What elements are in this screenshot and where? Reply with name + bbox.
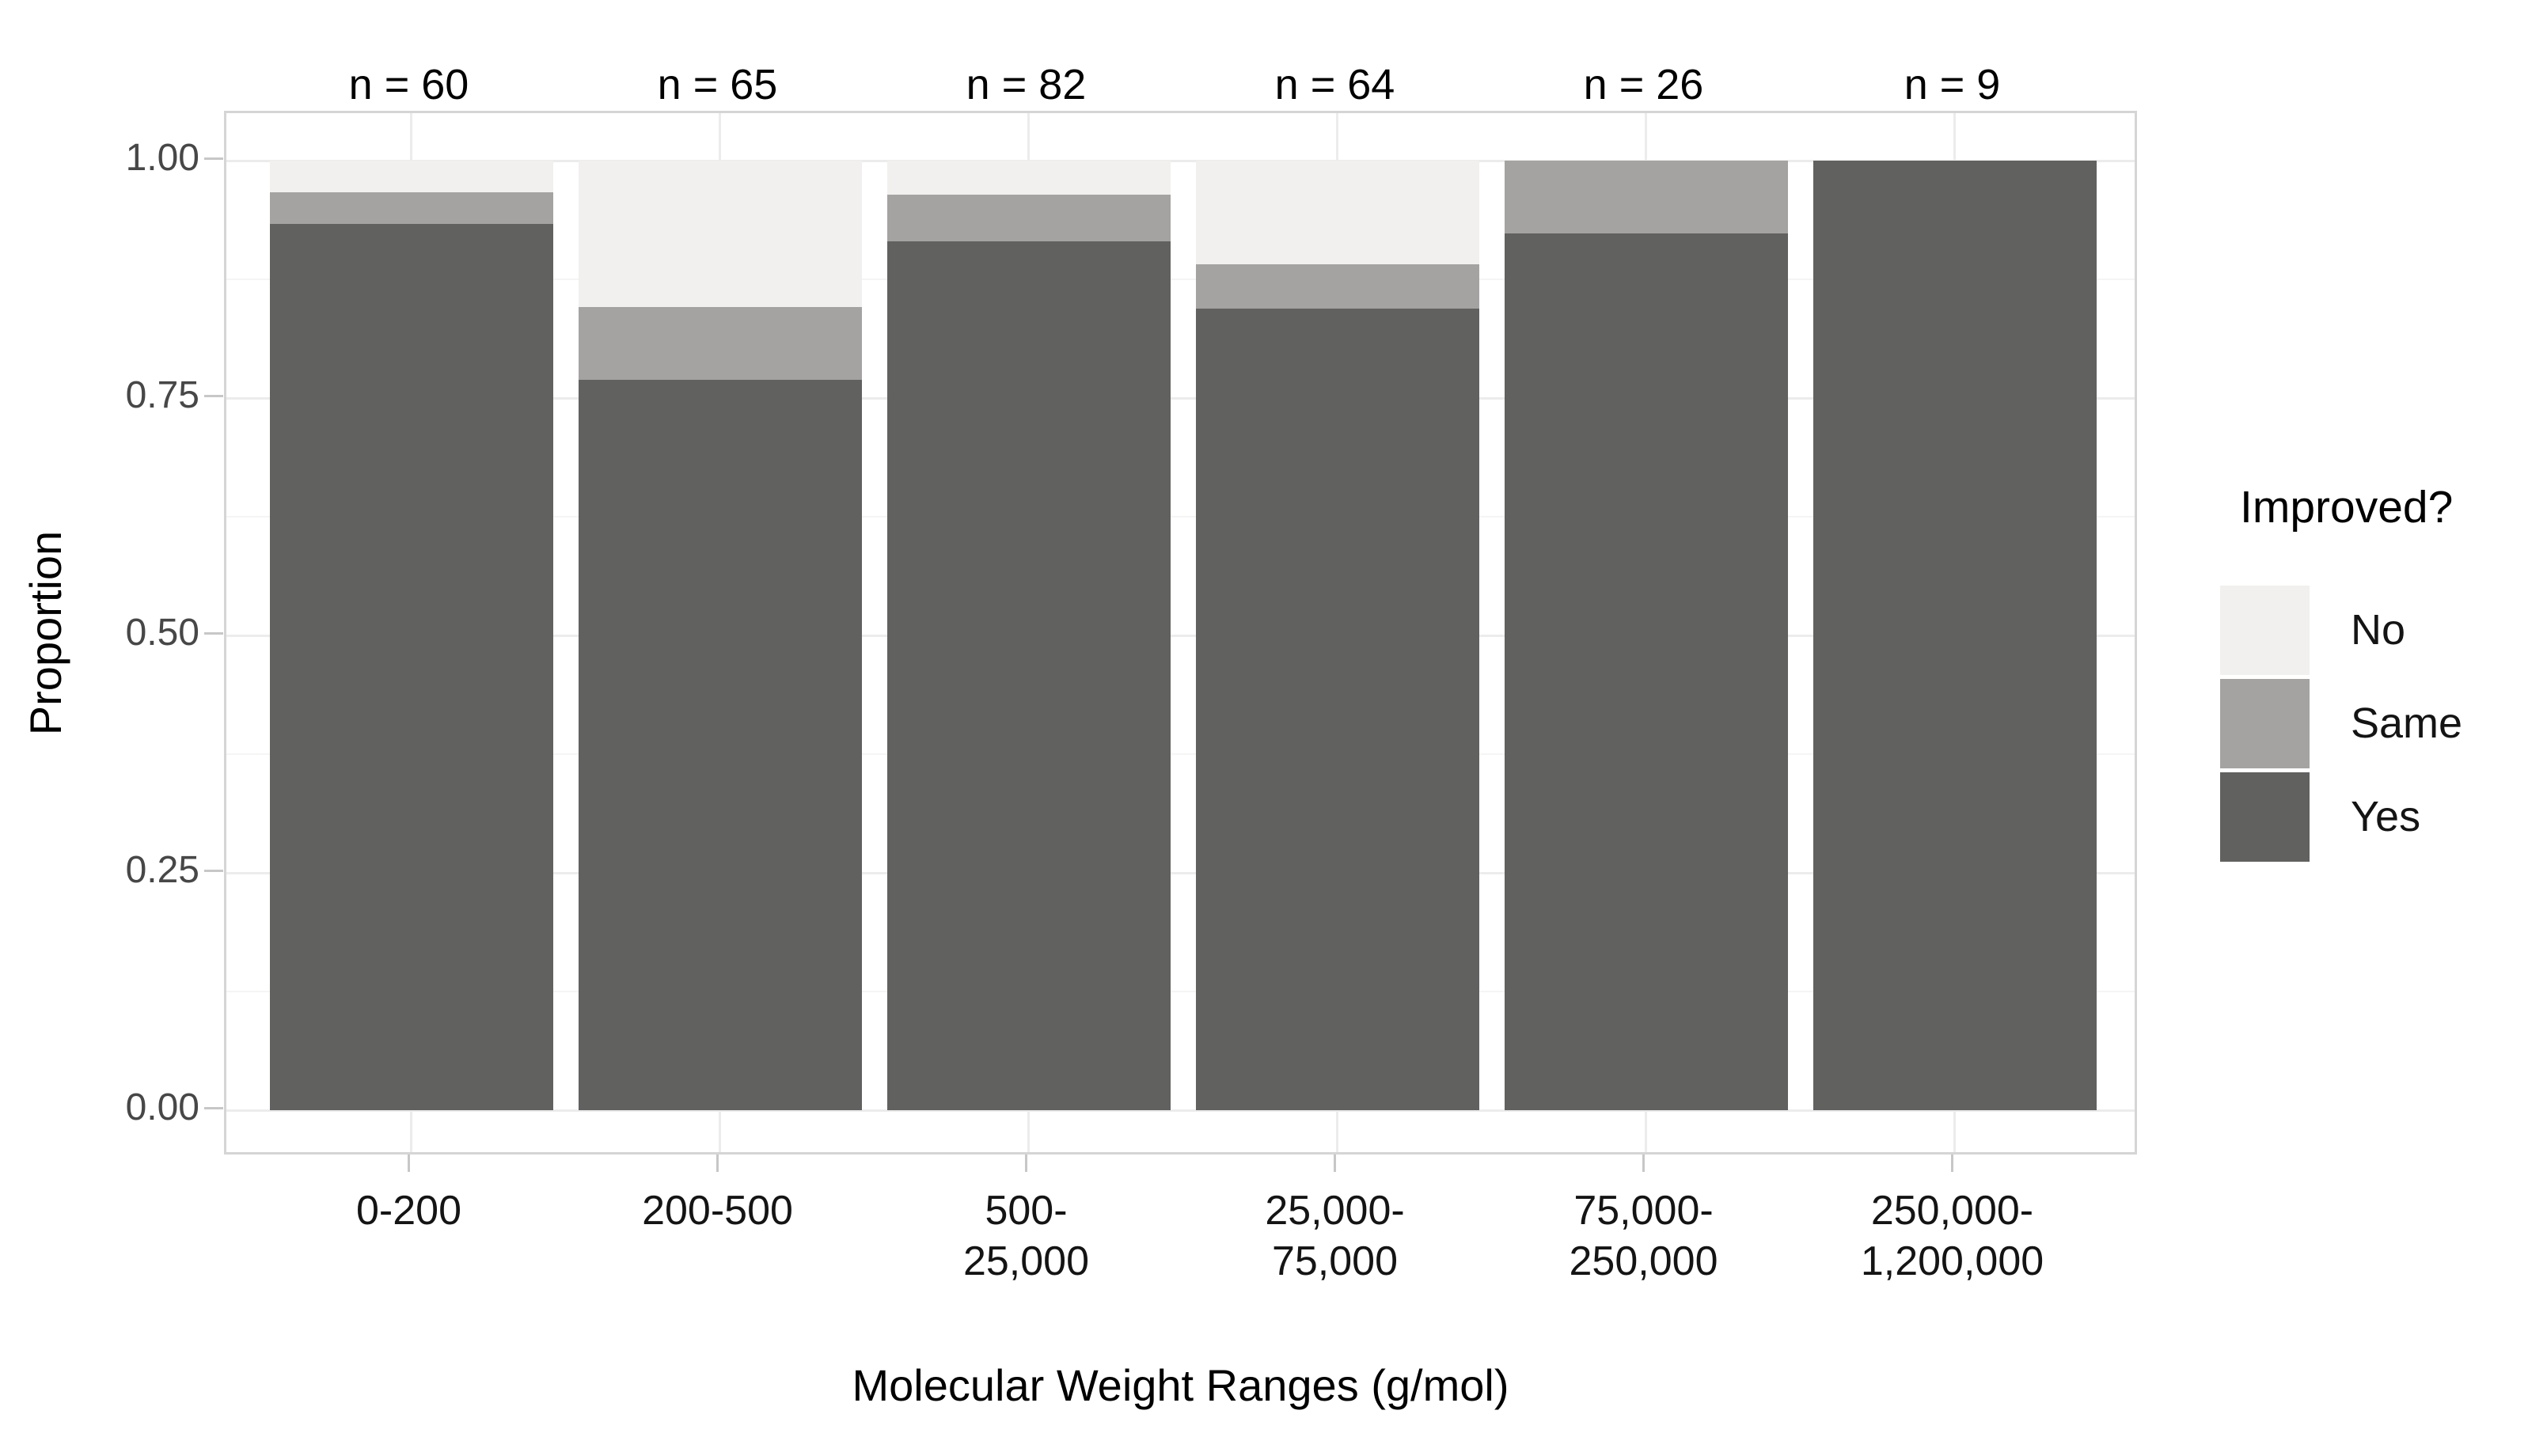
bar-segment-yes bbox=[269, 224, 553, 1110]
bar-segment-no bbox=[1195, 161, 1479, 264]
legend-key-swatch bbox=[2220, 679, 2310, 768]
bar-segment-same bbox=[1195, 264, 1479, 309]
x-axis-title: Molecular Weight Ranges (g/mol) bbox=[852, 1360, 1509, 1410]
legend-entry-label: No bbox=[2351, 606, 2406, 654]
bar-count-label: n = 60 bbox=[348, 61, 469, 108]
x-tick-label: 75,000- 250,000 bbox=[1569, 1188, 1718, 1284]
major-gridline bbox=[226, 397, 2135, 400]
x-tick-label: 200-500 bbox=[642, 1188, 793, 1234]
bar-segment-yes bbox=[578, 380, 862, 1110]
bar-segment-no bbox=[269, 161, 553, 192]
y-tick-label: 1.00 bbox=[125, 137, 199, 179]
bar-count-label: n = 9 bbox=[1904, 61, 2001, 108]
bar-count-label: n = 82 bbox=[966, 61, 1087, 108]
x-tick-mark bbox=[1642, 1155, 1645, 1172]
legend-entry-same: Same bbox=[2220, 679, 2521, 768]
bar-segment-yes bbox=[1812, 161, 2097, 1110]
minor-gridline bbox=[226, 279, 2135, 280]
x-tick-label: 250,000- 1,200,000 bbox=[1860, 1188, 2044, 1284]
minor-gridline bbox=[226, 991, 2135, 992]
y-tick-label: 0.50 bbox=[125, 612, 199, 654]
x-tick-mark bbox=[408, 1155, 410, 1172]
y-tick-mark bbox=[204, 632, 223, 635]
major-gridline bbox=[226, 635, 2135, 637]
x-tick-mark bbox=[1025, 1155, 1027, 1172]
y-tick-mark bbox=[204, 157, 223, 160]
bar-segment-same bbox=[886, 195, 1171, 241]
x-tick-mark bbox=[1334, 1155, 1336, 1172]
bar-count-label: n = 64 bbox=[1274, 61, 1395, 108]
x-tick-label: 500- 25,000 bbox=[962, 1188, 1090, 1284]
bar-segment-yes bbox=[886, 241, 1171, 1110]
major-gridline bbox=[226, 160, 2135, 162]
legend-entry-yes: Yes bbox=[2220, 772, 2521, 862]
bar-count-label: n = 26 bbox=[1583, 61, 1704, 108]
minor-gridline bbox=[226, 753, 2135, 755]
major-gridline bbox=[226, 872, 2135, 874]
plot-panel bbox=[224, 111, 2137, 1155]
bar-segment-yes bbox=[1195, 309, 1479, 1110]
y-tick-mark bbox=[204, 870, 223, 872]
x-tick-label: 0-200 bbox=[356, 1188, 461, 1234]
legend-key-swatch bbox=[2220, 772, 2310, 862]
bar-count-label: n = 65 bbox=[657, 61, 778, 108]
y-axis-title: Proportion bbox=[21, 530, 70, 736]
x-tick-mark bbox=[1951, 1155, 1953, 1172]
y-tick-label: 0.25 bbox=[125, 849, 199, 891]
legend-entry-label: Same bbox=[2351, 700, 2463, 747]
bar-segment-same bbox=[1504, 161, 1788, 234]
x-tick-mark bbox=[716, 1155, 719, 1172]
bar-segment-yes bbox=[1504, 233, 1788, 1110]
bar-segment-same bbox=[269, 191, 553, 225]
bar-segment-no bbox=[886, 161, 1171, 195]
bar-segment-no bbox=[578, 161, 862, 307]
bar-segment-same bbox=[578, 306, 862, 381]
y-tick-mark bbox=[204, 1107, 223, 1109]
legend-key-swatch bbox=[2220, 586, 2310, 675]
legend-title: Improved? bbox=[2240, 482, 2454, 533]
y-tick-mark bbox=[204, 395, 223, 397]
legend-entry-no: No bbox=[2220, 586, 2521, 675]
major-gridline bbox=[226, 1109, 2135, 1112]
minor-gridline bbox=[226, 516, 2135, 518]
x-tick-label: 25,000- 75,000 bbox=[1265, 1188, 1405, 1284]
legend-entry-label: Yes bbox=[2351, 793, 2421, 840]
y-tick-label: 0.75 bbox=[125, 374, 199, 416]
y-tick-label: 0.00 bbox=[125, 1086, 199, 1128]
